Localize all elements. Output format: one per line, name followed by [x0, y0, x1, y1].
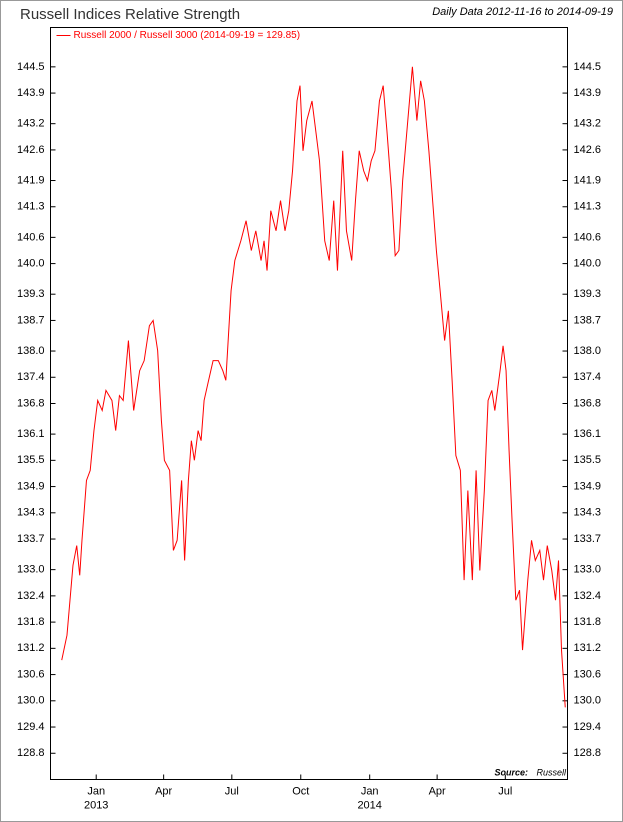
y2-tick-label: 130.0 [574, 695, 602, 707]
y2-tick-label: 130.6 [574, 668, 602, 680]
chart-subtitle: Daily Data 2012-11-16 to 2014-09-19 [432, 6, 613, 18]
y-tick-label: 136.1 [17, 428, 45, 440]
y-tick-label: 143.9 [17, 87, 45, 99]
data-line [61, 66, 566, 708]
y2-tick-label: 131.2 [574, 642, 602, 654]
y-tick-label: 132.4 [17, 590, 45, 602]
y-tick-label: 130.6 [17, 668, 45, 680]
y2-tick-label: 141.3 [574, 201, 602, 213]
y-tick-label: 138.0 [17, 345, 45, 357]
x-year-label: 2014 [357, 799, 381, 811]
y2-tick-label: 143.2 [574, 118, 602, 130]
y-tick-label: 133.7 [17, 533, 45, 545]
x-tick-label: Jul [498, 785, 512, 797]
y2-tick-label: 142.6 [574, 144, 602, 156]
x-tick-label: Jul [225, 785, 239, 797]
y-tick-label: 137.4 [17, 371, 45, 383]
y2-tick-label: 140.6 [574, 231, 602, 243]
y-tick-label: 128.8 [17, 747, 45, 759]
y-tick-label: 140.0 [17, 257, 45, 269]
x-tick-label: Apr [429, 785, 446, 797]
y-tick-label: 141.9 [17, 174, 45, 186]
source-label: Source: [494, 767, 528, 777]
y2-tick-label: 134.9 [574, 480, 602, 492]
y-tick-label: 134.3 [17, 507, 45, 519]
x-tick-label: Apr [155, 785, 172, 797]
y2-tick-label: 138.0 [574, 345, 602, 357]
y-tick-label: 131.2 [17, 642, 45, 654]
y-tick-label: 141.3 [17, 201, 45, 213]
y2-tick-label: 132.4 [574, 590, 602, 602]
y-tick-label: 136.8 [17, 397, 45, 409]
y-tick-label: 143.2 [17, 118, 45, 130]
y-tick-label: 133.0 [17, 564, 45, 576]
y-tick-label: 140.6 [17, 231, 45, 243]
y2-tick-label: 128.8 [574, 747, 602, 759]
y-tick-label: 139.3 [17, 288, 45, 300]
y2-tick-label: 143.9 [574, 87, 602, 99]
y-tick-label: 144.5 [17, 61, 45, 73]
x-tick-label: Oct [292, 785, 309, 797]
y-tick-label: 142.6 [17, 144, 45, 156]
legend-label: Russell 2000 / Russell 3000 (2014-09-19 … [74, 30, 301, 41]
y2-tick-label: 131.8 [574, 616, 602, 628]
y2-tick-label: 136.8 [574, 397, 602, 409]
y-tick-label: 130.0 [17, 695, 45, 707]
x-year-label: 2013 [84, 799, 108, 811]
y-tick-label: 138.7 [17, 314, 45, 326]
y-tick-label: 134.9 [17, 480, 45, 492]
y-tick-label: 129.4 [17, 721, 45, 733]
y2-tick-label: 139.3 [574, 288, 602, 300]
y2-tick-label: 136.1 [574, 428, 602, 440]
y2-tick-label: 129.4 [574, 721, 602, 733]
y2-tick-label: 144.5 [574, 61, 602, 73]
x-tick-label: Jan [87, 785, 105, 797]
y2-tick-label: 137.4 [574, 371, 602, 383]
y2-tick-label: 133.7 [574, 533, 602, 545]
y2-tick-label: 140.0 [574, 257, 602, 269]
y2-tick-label: 141.9 [574, 174, 602, 186]
y-tick-label: 131.8 [17, 616, 45, 628]
y2-tick-label: 134.3 [574, 507, 602, 519]
y-tick-label: 135.5 [17, 454, 45, 466]
chart-title: Russell Indices Relative Strength [20, 6, 240, 23]
x-tick-label: Jan [361, 785, 379, 797]
y2-tick-label: 138.7 [574, 314, 602, 326]
y2-tick-label: 135.5 [574, 454, 602, 466]
source: Russell [536, 767, 567, 777]
y2-tick-label: 133.0 [574, 564, 602, 576]
